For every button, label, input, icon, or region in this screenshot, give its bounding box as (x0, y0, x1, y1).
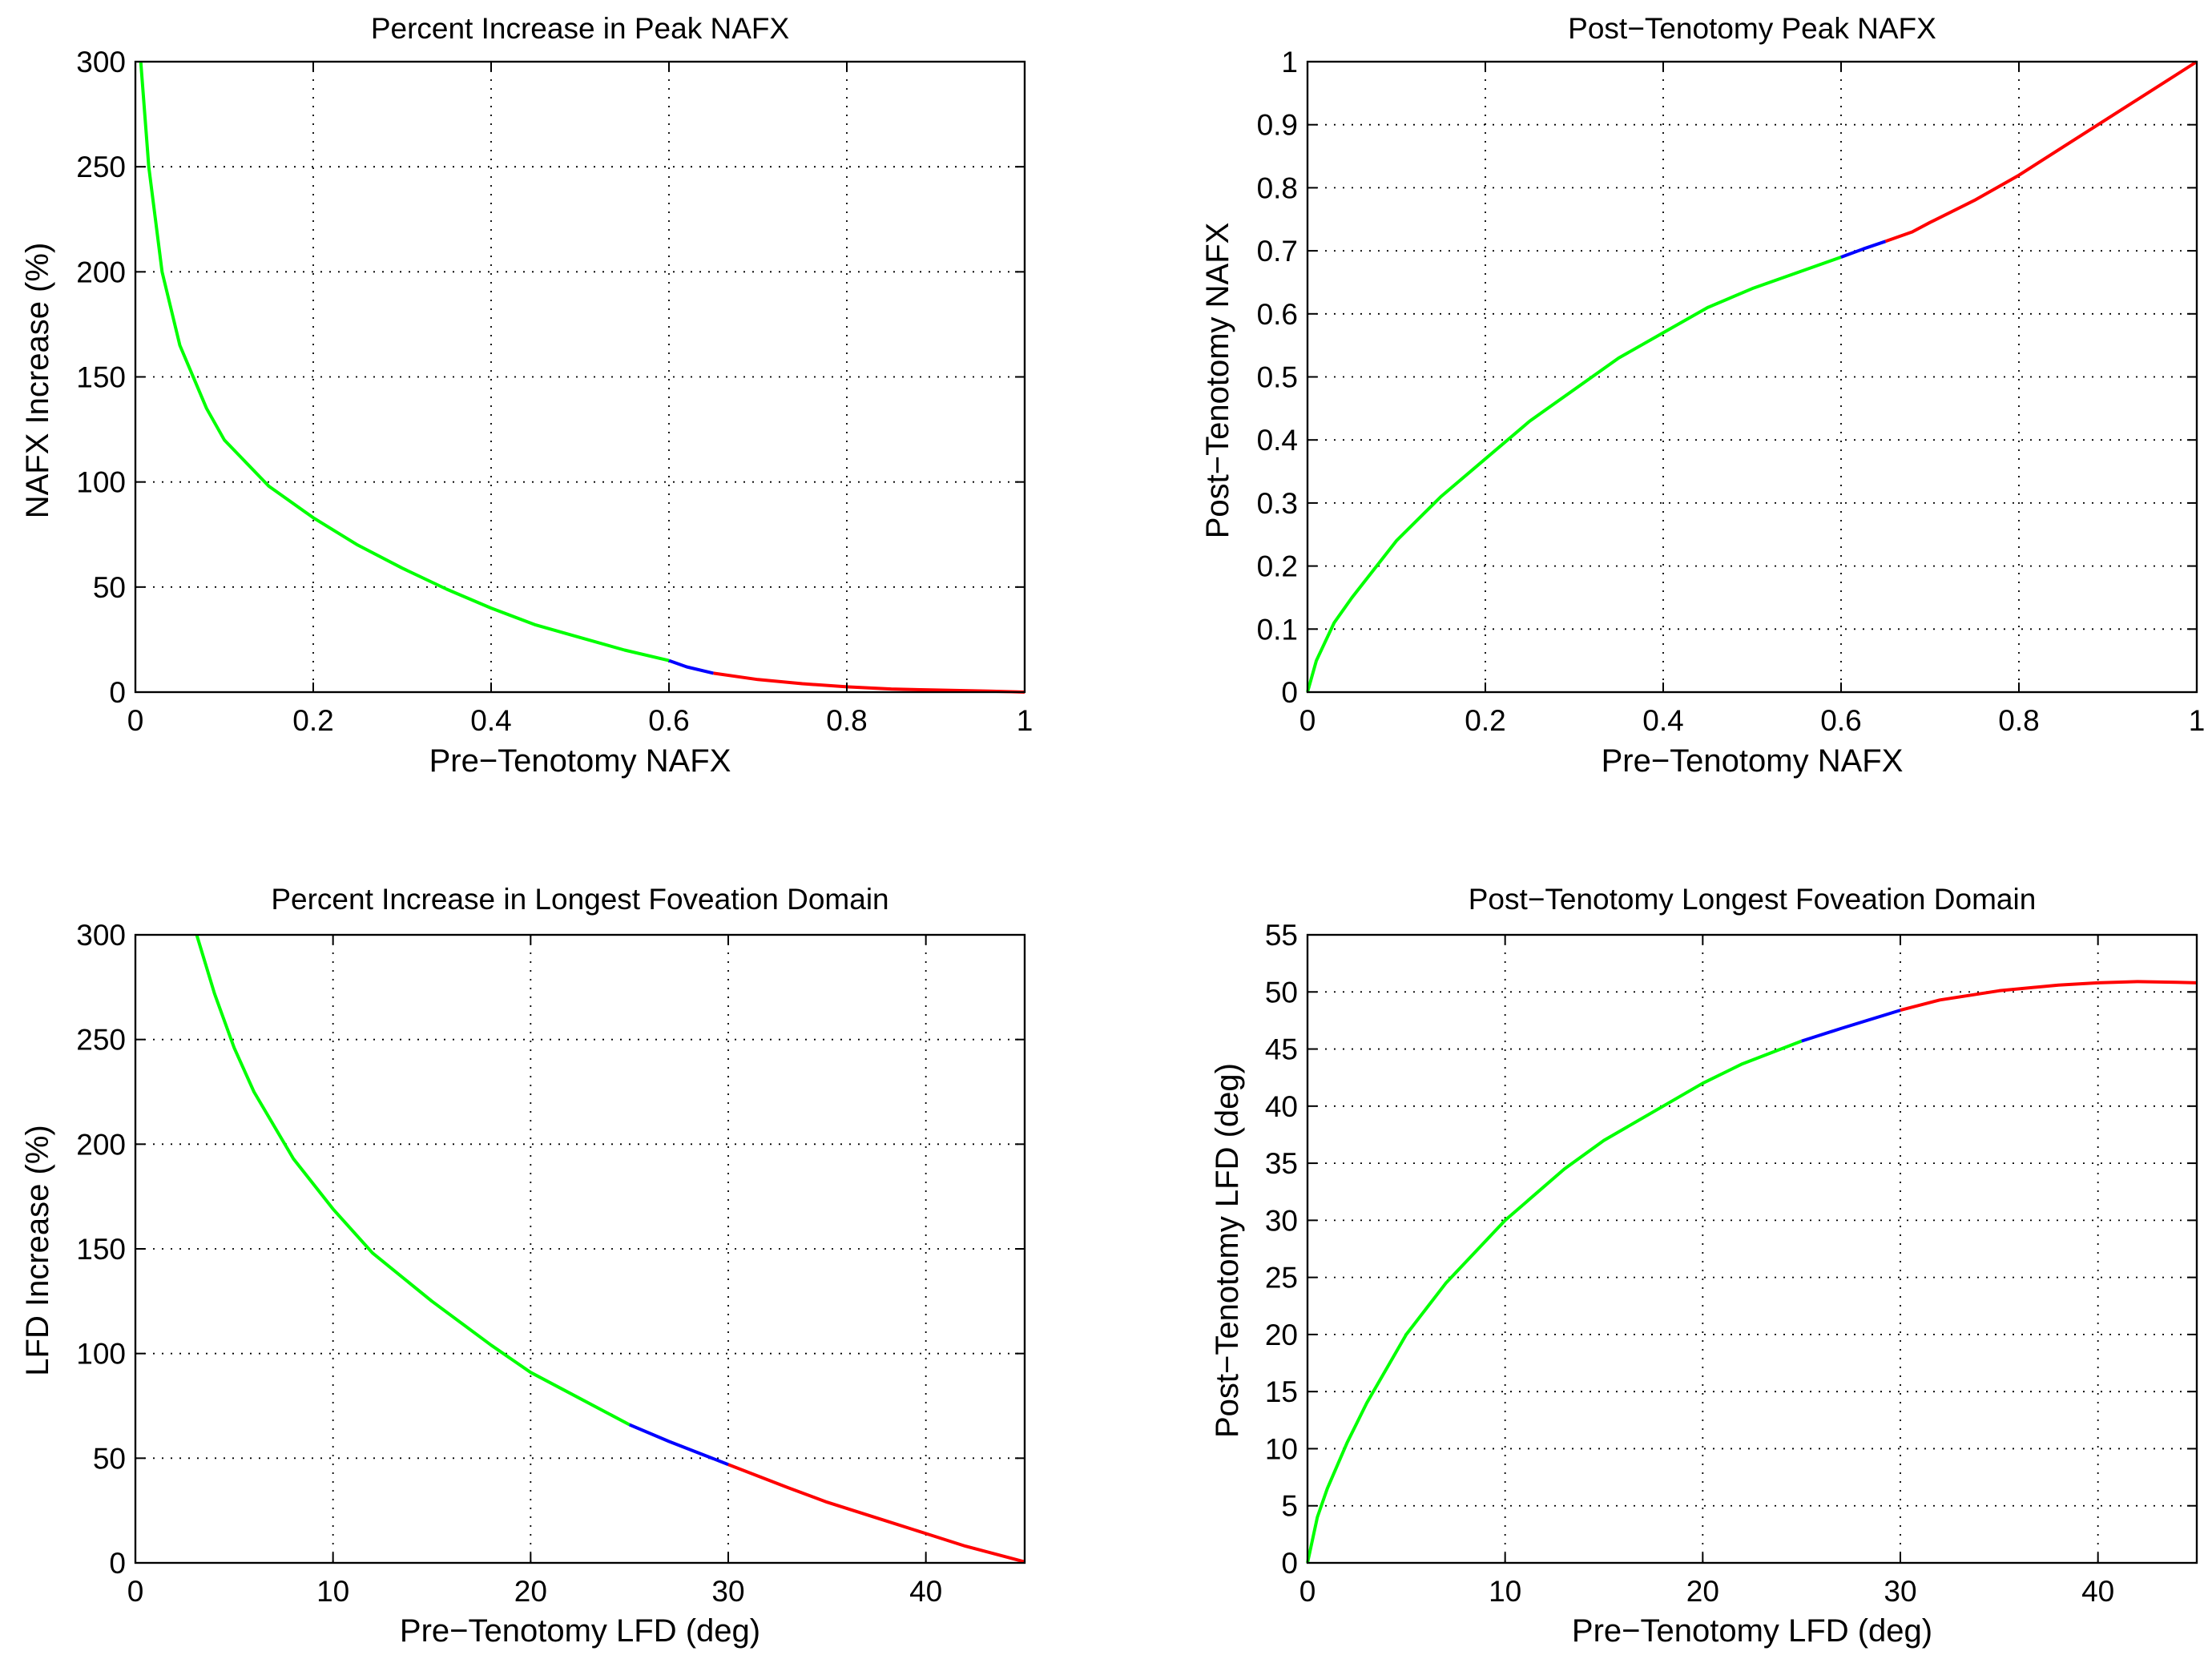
x-tick-label: 20 (1686, 1575, 1719, 1608)
y-tick-label: 25 (1265, 1262, 1298, 1295)
chart-title: Percent Increase in Longest Foveation Do… (271, 883, 888, 916)
y-axis-label: Post−Tenotomy NAFX (1200, 223, 1235, 539)
y-tick-label: 45 (1265, 1033, 1298, 1066)
y-tick-label: 50 (93, 571, 126, 604)
y-tick-label: 55 (1265, 919, 1298, 952)
y-tick-label: 100 (76, 1338, 126, 1371)
series-line-2 (628, 1423, 729, 1467)
y-tick-label: 300 (76, 919, 126, 952)
series-line-1 (1306, 1039, 1803, 1564)
y-tick-label: 0 (1281, 676, 1298, 709)
series-line-3 (1884, 60, 2198, 244)
x-tick-label: 40 (2081, 1575, 2114, 1608)
x-tick-label: 0 (127, 704, 144, 737)
y-tick-label: 250 (76, 1024, 126, 1057)
x-tick-label: 40 (909, 1575, 942, 1608)
y-tick-label: 5 (1281, 1490, 1298, 1523)
x-tick-label: 30 (711, 1575, 744, 1608)
x-tick-label: 0 (1299, 1575, 1316, 1608)
x-tick-label: 0.8 (1998, 704, 2039, 737)
y-tick-label: 35 (1265, 1147, 1298, 1180)
series-line-1 (195, 934, 631, 1427)
x-tick-label: 10 (316, 1575, 349, 1608)
chart-title: Post−Tenotomy Longest Foveation Domain (1469, 883, 2037, 916)
x-tick-label: 1 (1017, 704, 1033, 737)
y-tick-label: 0.5 (1257, 361, 1298, 394)
y-tick-label: 15 (1265, 1375, 1298, 1408)
y-tick-label: 200 (76, 256, 126, 288)
y-tick-label: 0.4 (1257, 424, 1298, 457)
y-tick-label: 30 (1265, 1204, 1298, 1237)
y-tick-label: 300 (76, 46, 126, 79)
chart-post-tenotomy-peak-nafx: Post−Tenotomy Peak NAFX Pre−Tenotomy NAF… (1200, 12, 2205, 779)
x-tick-label: 0 (1299, 704, 1316, 737)
x-tick-label: 0.2 (292, 704, 333, 737)
series-line-3 (1900, 980, 2198, 1013)
plot-frame (1306, 933, 2198, 1564)
x-tick-label: 20 (514, 1575, 547, 1608)
series-line-1 (1306, 256, 1842, 693)
y-tick-label: 10 (1265, 1432, 1298, 1465)
x-tick-label: 0 (127, 1575, 144, 1608)
y-tick-label: 50 (93, 1442, 126, 1475)
y-tick-label: 0.3 (1257, 487, 1298, 520)
x-axis-label: Pre−Tenotomy NAFX (429, 743, 731, 779)
series-line-2 (1801, 1009, 1901, 1043)
x-tick-label: 0.2 (1465, 704, 1505, 737)
x-axis-label: Pre−Tenotomy LFD (deg) (1572, 1613, 1932, 1649)
series-line-1 (139, 61, 670, 662)
y-tick-label: 1 (1281, 46, 1298, 79)
y-axis-label: LFD Increase (%) (20, 1125, 55, 1375)
x-tick-label: 0.6 (648, 704, 689, 737)
series-line-3 (713, 671, 1025, 694)
y-tick-label: 0 (109, 1547, 126, 1580)
chart-title: Percent Increase in Peak NAFX (371, 12, 789, 45)
series-line-3 (727, 1463, 1025, 1564)
y-tick-label: 100 (76, 466, 126, 499)
chart-percent-increase-longest-foveation-domain: Percent Increase in Longest Foveation Do… (20, 883, 1026, 1649)
y-tick-label: 250 (76, 151, 126, 183)
y-tick-label: 0 (1281, 1547, 1298, 1580)
plot-area (1306, 933, 2198, 1564)
x-tick-label: 0.4 (1642, 704, 1683, 737)
chart-post-tenotomy-longest-foveation-domain: Post−Tenotomy Longest Foveation Domain P… (1210, 883, 2198, 1649)
y-tick-label: 0 (109, 676, 126, 709)
x-axis-label: Pre−Tenotomy LFD (deg) (400, 1613, 760, 1649)
chart-title: Post−Tenotomy Peak NAFX (1568, 12, 1936, 45)
chart-percent-increase-peak-nafx: Percent Increase in Peak NAFX Pre−Tenoto… (20, 12, 1033, 779)
series-line-2 (668, 658, 714, 675)
x-tick-label: 0.8 (826, 704, 867, 737)
x-tick-label: 0.4 (470, 704, 511, 737)
x-tick-label: 0.6 (1820, 704, 1861, 737)
y-tick-label: 0.9 (1257, 109, 1298, 142)
y-tick-label: 40 (1265, 1090, 1298, 1123)
y-tick-label: 20 (1265, 1319, 1298, 1351)
x-tick-label: 10 (1489, 1575, 1521, 1608)
y-tick-label: 0.2 (1257, 550, 1298, 583)
y-tick-label: 0.8 (1257, 171, 1298, 204)
x-tick-label: 30 (1884, 1575, 1916, 1608)
y-axis-label: NAFX Increase (%) (20, 243, 55, 519)
y-tick-label: 0.6 (1257, 298, 1298, 331)
y-tick-label: 50 (1265, 976, 1298, 1009)
y-axis-label: Post−Tenotomy LFD (deg) (1210, 1063, 1245, 1438)
x-axis-label: Pre−Tenotomy NAFX (1602, 743, 1904, 779)
y-tick-label: 0.1 (1257, 613, 1298, 646)
y-tick-label: 200 (76, 1128, 126, 1161)
y-tick-label: 0.7 (1257, 235, 1298, 268)
series-line-2 (1840, 240, 1887, 259)
x-tick-label: 1 (2189, 704, 2206, 737)
y-tick-label: 150 (76, 361, 126, 394)
y-tick-label: 150 (76, 1233, 126, 1266)
